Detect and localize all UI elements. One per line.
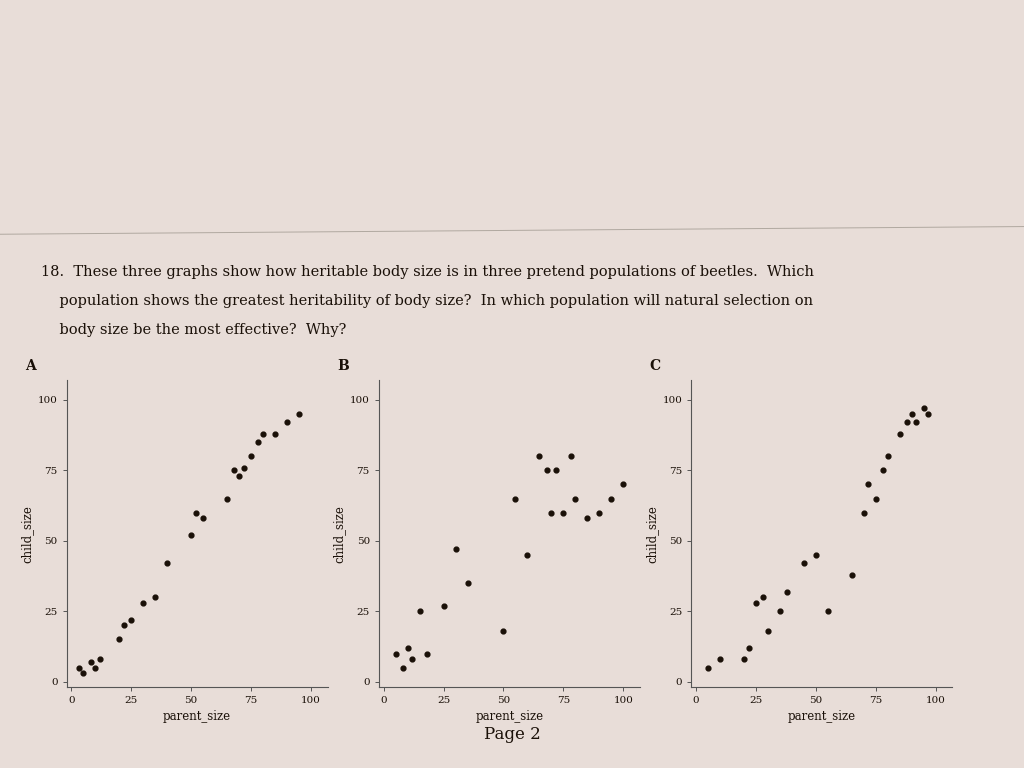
Point xyxy=(712,653,728,665)
Point xyxy=(908,416,925,429)
Point xyxy=(855,506,871,518)
Point xyxy=(147,591,164,604)
Point xyxy=(219,492,236,505)
Point xyxy=(496,625,512,637)
Point xyxy=(226,464,243,476)
Point xyxy=(867,492,884,505)
Point xyxy=(236,462,252,474)
Point xyxy=(82,656,98,668)
Point xyxy=(404,653,421,665)
Point xyxy=(92,653,109,665)
Point xyxy=(740,642,757,654)
Point xyxy=(921,408,937,420)
Point xyxy=(243,450,259,462)
Point xyxy=(899,416,915,429)
Point xyxy=(819,605,836,617)
Point xyxy=(387,647,403,660)
Y-axis label: child_size: child_size xyxy=(20,505,34,563)
Point xyxy=(419,647,435,660)
Point xyxy=(123,614,139,626)
Point xyxy=(844,568,860,581)
Point xyxy=(748,597,764,609)
Point xyxy=(755,591,771,604)
Point xyxy=(187,506,204,518)
Point xyxy=(591,506,607,518)
Point xyxy=(562,450,579,462)
Point xyxy=(796,558,812,570)
Point xyxy=(603,492,620,505)
Text: population shows the greatest heritability of body size?  In which population wi: population shows the greatest heritabili… xyxy=(41,294,813,308)
X-axis label: parent_size: parent_size xyxy=(475,710,544,723)
Point xyxy=(519,549,536,561)
Point xyxy=(250,436,266,449)
Point xyxy=(772,605,788,617)
Text: 18.  These three graphs show how heritable body size is in three pretend populat: 18. These three graphs show how heritabl… xyxy=(41,265,814,279)
Text: C: C xyxy=(649,359,660,372)
Point xyxy=(507,492,523,505)
Point xyxy=(195,512,211,525)
Point xyxy=(230,470,247,482)
Point xyxy=(159,558,175,570)
Point xyxy=(860,478,877,491)
Point xyxy=(699,661,716,674)
Y-axis label: child_size: child_size xyxy=(645,505,658,563)
Point xyxy=(116,619,132,631)
X-axis label: parent_size: parent_size xyxy=(163,710,231,723)
Point xyxy=(71,661,87,674)
Point xyxy=(874,464,891,476)
Point xyxy=(183,529,200,541)
Point xyxy=(735,653,752,665)
Point xyxy=(291,408,307,420)
Y-axis label: child_size: child_size xyxy=(333,505,346,563)
Point xyxy=(892,428,908,440)
Point xyxy=(808,549,824,561)
Point xyxy=(903,408,920,420)
Text: body size be the most effective?  Why?: body size be the most effective? Why? xyxy=(41,323,346,337)
Point xyxy=(460,577,476,589)
Point xyxy=(779,585,796,598)
Text: Page 2: Page 2 xyxy=(483,727,541,743)
Point xyxy=(399,642,416,654)
Point xyxy=(615,478,632,491)
Point xyxy=(531,450,548,462)
Point xyxy=(279,416,295,429)
Point xyxy=(255,428,271,440)
Point xyxy=(394,661,411,674)
Point xyxy=(548,464,564,476)
Point xyxy=(760,625,776,637)
Point xyxy=(580,512,596,525)
Point xyxy=(567,492,584,505)
Point xyxy=(539,464,555,476)
Text: B: B xyxy=(337,359,349,372)
X-axis label: parent_size: parent_size xyxy=(787,710,856,723)
Point xyxy=(135,597,152,609)
Point xyxy=(435,600,452,612)
Point xyxy=(543,506,559,518)
Point xyxy=(412,605,428,617)
Text: A: A xyxy=(25,359,36,372)
Point xyxy=(447,543,464,555)
Point xyxy=(915,402,932,415)
Point xyxy=(267,428,284,440)
Point xyxy=(555,506,571,518)
Point xyxy=(75,667,91,680)
Point xyxy=(87,661,103,674)
Point xyxy=(880,450,896,462)
Point xyxy=(111,634,127,646)
